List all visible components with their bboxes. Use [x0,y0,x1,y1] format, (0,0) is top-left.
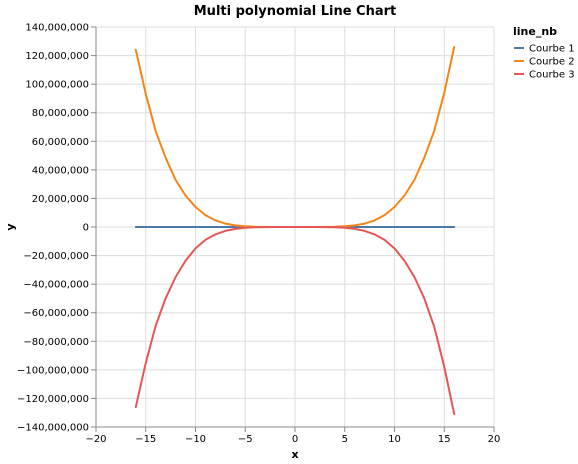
x-tick-label: −5 [238,434,253,445]
legend-label-2: Courbe 2 [529,57,575,68]
grid [95,26,495,428]
legend-label-3: Courbe 3 [529,70,575,81]
axes: −20 −15 −10 −5 0 5 10 15 20 140,000,000 120,000,00… [17,23,500,446]
y-tick-label: −100,000,000 [17,365,89,376]
y-tick-label: −60,000,000 [23,308,89,319]
x-tick-label: 5 [342,434,348,445]
x-tick-label: −15 [135,434,156,445]
x-tick-label: 0 [292,434,298,445]
y-tick-label: 80,000,000 [32,108,89,119]
chart-title: Multi polynomial Line Chart [194,4,396,19]
series-lines [134,46,456,416]
x-tick-label: −10 [185,434,206,445]
legend-label-1: Courbe 1 [529,44,575,55]
y-tick-label: −140,000,000 [17,423,89,434]
y-tick-label: −20,000,000 [23,251,89,262]
y-tick-label: 100,000,000 [25,80,89,91]
x-tick-label: 10 [388,434,401,445]
y-tick-label: 120,000,000 [25,51,89,62]
x-tick-label: 15 [438,434,451,445]
legend: line_nb Courbe 1 Courbe 2 Courbe 3 [513,25,575,81]
y-tick-label: −40,000,000 [23,280,89,291]
y-tick-label: 20,000,000 [32,194,89,205]
y-tick-label: 60,000,000 [32,137,89,148]
legend-title: line_nb [513,25,557,38]
series-line-3 [134,226,456,416]
y-tick-label: 40,000,000 [32,165,89,176]
x-axis-title: x [291,448,298,461]
y-tick-label: 140,000,000 [25,23,89,34]
y-tick-label: −120,000,000 [17,394,89,405]
x-tick-label: −20 [85,434,106,445]
y-axis-title: y [4,223,17,230]
y-tick-label: −80,000,000 [23,337,89,348]
x-tick-label: 20 [488,434,501,445]
y-tick-label: 0 [83,223,89,234]
